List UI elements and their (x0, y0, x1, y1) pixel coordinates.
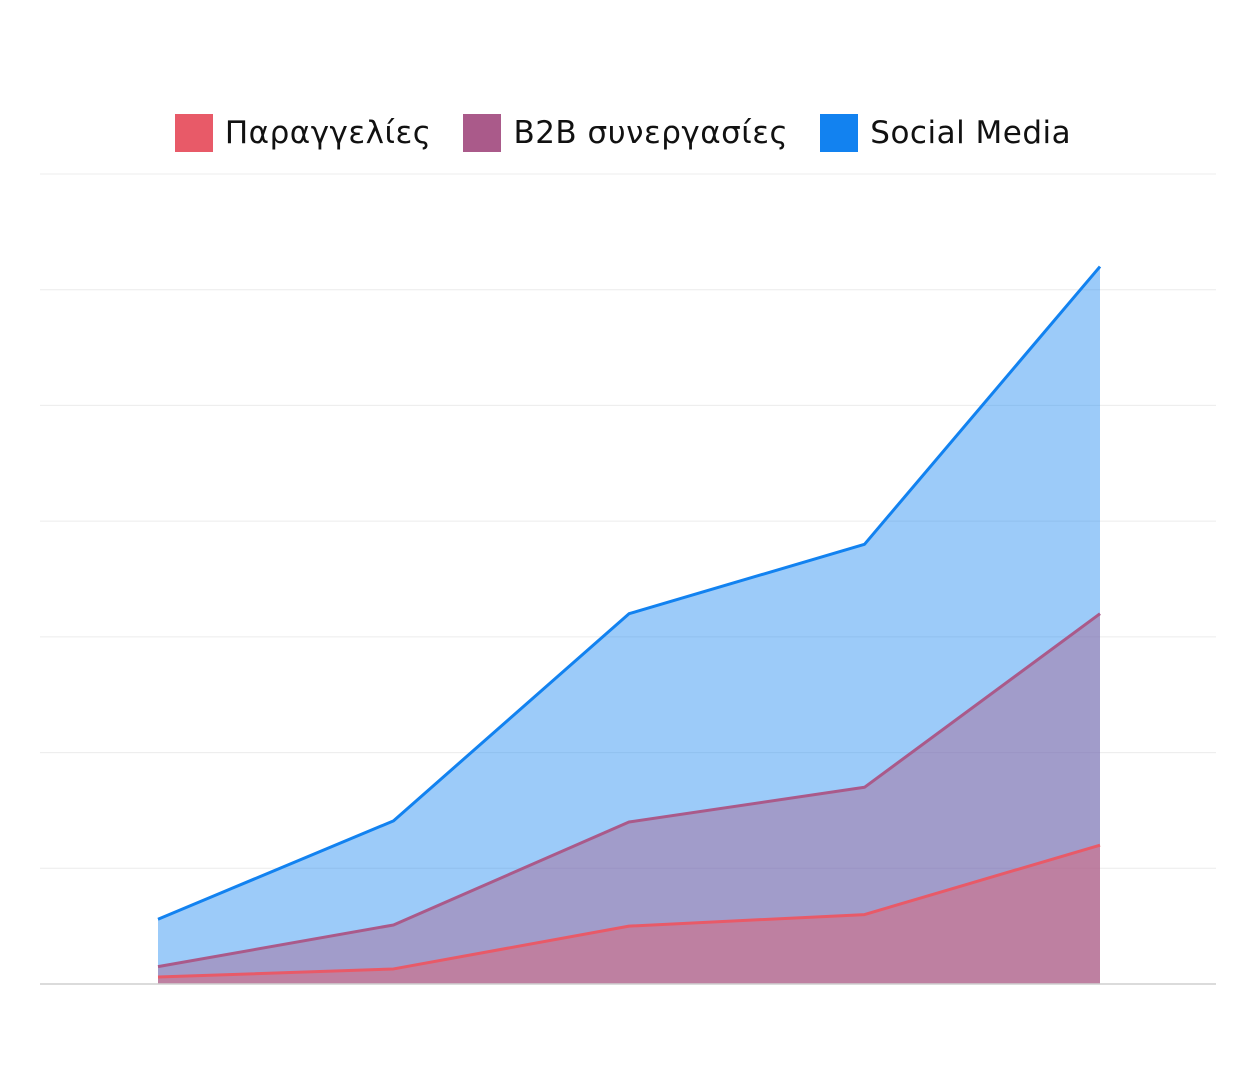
point-social-media-2[interactable] (389, 816, 399, 826)
line-social-media (157, 265, 1102, 921)
point-social-media-1[interactable] (153, 914, 163, 924)
area-series (158, 266, 1100, 985)
point-orders-1[interactable] (153, 972, 163, 982)
legend-label-social-media: Social Media (870, 115, 1072, 151)
point-b2b-1[interactable] (153, 962, 163, 972)
legend-label-b2b: B2B συνεργασίες (513, 115, 789, 151)
legend-swatch-orders (174, 114, 213, 152)
legend-label-orders: Παραγγελίες (224, 115, 432, 151)
legend-swatch-social-media (820, 114, 859, 152)
area-social-media (158, 266, 1100, 985)
point-orders-2[interactable] (389, 964, 399, 974)
legend-item-social-media[interactable]: Social Media (820, 114, 1071, 152)
point-b2b-5[interactable] (1095, 609, 1105, 619)
grid-lines (40, 173, 1216, 869)
area-b2b (158, 613, 1100, 984)
area-orders (158, 845, 1100, 984)
point-orders-3[interactable] (624, 921, 634, 931)
point-social-media-5[interactable] (1095, 262, 1105, 272)
line-orders (157, 843, 1101, 979)
point-orders-4[interactable] (860, 910, 870, 920)
legend-swatch-b2b (463, 114, 502, 152)
point-b2b-4[interactable] (860, 782, 870, 792)
legend-item-orders[interactable]: Παραγγελίες (174, 114, 432, 152)
point-b2b-3[interactable] (624, 817, 634, 827)
point-social-media-3[interactable] (624, 609, 634, 619)
point-orders-5[interactable] (1095, 840, 1105, 850)
point-b2b-2[interactable] (389, 920, 399, 930)
legend-item-b2b[interactable]: B2B συνεργασίες (463, 114, 788, 152)
series-lines (153, 262, 1105, 982)
line-b2b (157, 612, 1101, 969)
point-social-media-4[interactable] (860, 539, 870, 549)
legend: Παραγγελίες B2B συνεργασίες Social Media (0, 114, 1246, 152)
